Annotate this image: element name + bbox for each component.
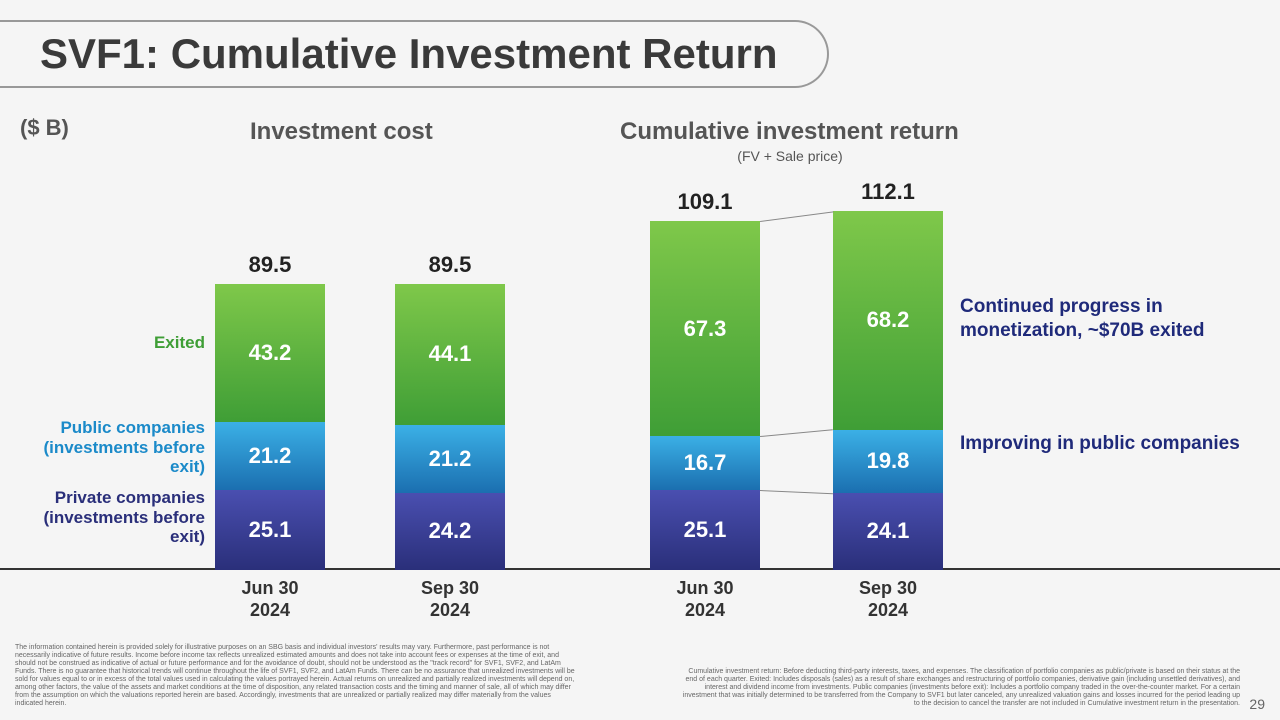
title-container: SVF1: Cumulative Investment Return	[0, 20, 829, 88]
category-label: Exited	[10, 333, 205, 353]
x-axis-label: Sep 302024	[395, 578, 505, 621]
category-label: Private companies (investments before ex…	[10, 488, 205, 547]
category-label: Public companies (investments before exi…	[10, 418, 205, 477]
page-number: 29	[1249, 696, 1265, 712]
bar-segment-exited: 68.2	[833, 211, 943, 429]
bar-connector	[760, 430, 833, 438]
chart-annotation: Continued progress in monetization, ~$70…	[960, 295, 1240, 343]
stacked-bar: 67.316.725.1	[650, 221, 760, 570]
bar-segment-public: 21.2	[395, 425, 505, 493]
bar-total: 112.1	[833, 179, 943, 205]
bar-segment-public: 21.2	[215, 422, 325, 490]
bar-segment-private: 25.1	[215, 490, 325, 570]
bar-total: 109.1	[650, 189, 760, 215]
x-axis-label: Jun 302024	[650, 578, 760, 621]
bar-segment-exited: 67.3	[650, 221, 760, 436]
chart-group-title: Cumulative investment return	[620, 118, 959, 146]
footnotes-right: Cumulative investment return: Before ded…	[680, 668, 1240, 708]
bar-connector	[760, 211, 833, 222]
chart-group-title: Investment cost	[250, 118, 433, 146]
bar-segment-exited: 43.2	[215, 284, 325, 422]
x-axis-label: Sep 302024	[833, 578, 943, 621]
footnotes-left: The information contained herein is prov…	[15, 644, 575, 708]
stacked-bar: 44.121.224.2	[395, 284, 505, 570]
x-axis	[0, 568, 1280, 570]
bar-total: 89.5	[215, 252, 325, 278]
page-title: SVF1: Cumulative Investment Return	[40, 30, 777, 78]
bar-segment-public: 19.8	[833, 430, 943, 493]
chart-area: Investment cost43.221.225.189.5Jun 30202…	[0, 100, 1280, 570]
chart-annotation: Improving in public companies	[960, 432, 1240, 456]
x-axis-label: Jun 302024	[215, 578, 325, 621]
bar-segment-private: 24.1	[833, 493, 943, 570]
bar-segment-private: 24.2	[395, 493, 505, 570]
chart-group-subtitle: (FV + Sale price)	[680, 148, 900, 164]
bar-total: 89.5	[395, 252, 505, 278]
bar-segment-exited: 44.1	[395, 284, 505, 425]
bar-connector	[760, 490, 833, 494]
bar-segment-public: 16.7	[650, 436, 760, 489]
stacked-bar: 43.221.225.1	[215, 284, 325, 570]
bar-segment-private: 25.1	[650, 490, 760, 570]
stacked-bar: 68.219.824.1	[833, 211, 943, 570]
